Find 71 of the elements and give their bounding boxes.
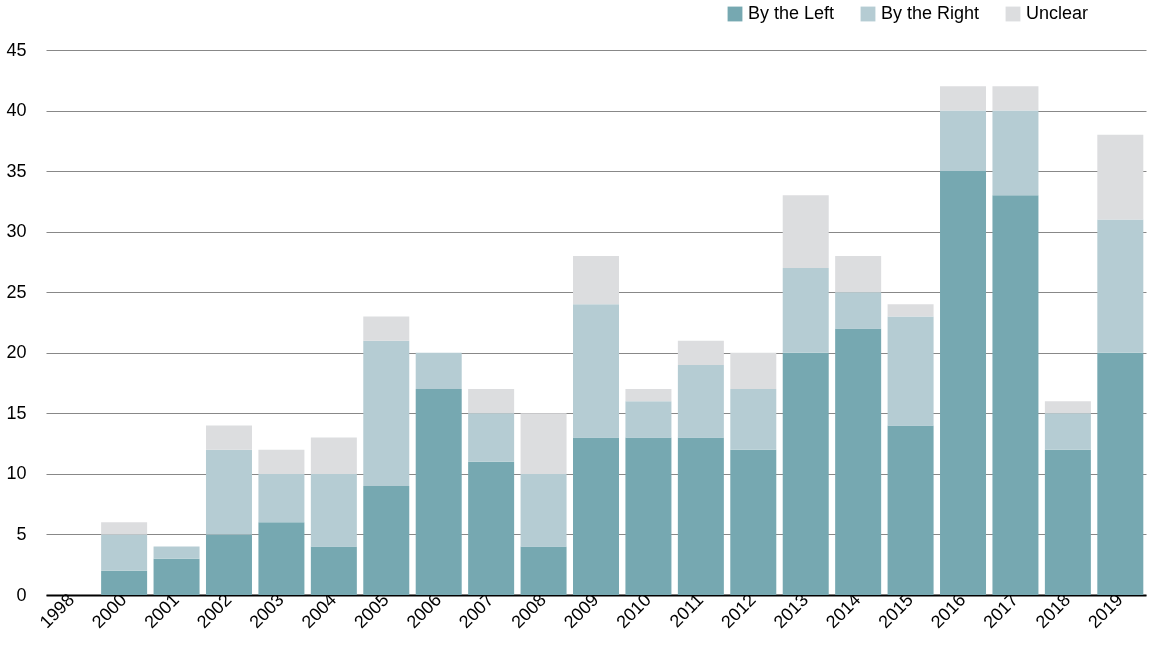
bar bbox=[1097, 134, 1144, 220]
bar bbox=[258, 449, 305, 474]
bar bbox=[677, 340, 724, 365]
bar bbox=[573, 255, 619, 305]
bar bbox=[153, 546, 200, 559]
y-tick-label: 40 bbox=[6, 100, 27, 121]
bar bbox=[520, 473, 567, 547]
bar bbox=[940, 171, 987, 595]
bar bbox=[887, 304, 934, 317]
bar bbox=[1097, 219, 1144, 353]
bar bbox=[101, 522, 148, 535]
bar bbox=[363, 316, 410, 341]
bar bbox=[415, 352, 462, 390]
bar bbox=[205, 449, 252, 535]
y-tick-label: 15 bbox=[6, 402, 27, 423]
bar bbox=[1044, 449, 1091, 595]
bar bbox=[520, 546, 567, 595]
legend-label: By the Left bbox=[748, 3, 835, 23]
bar bbox=[573, 304, 619, 438]
bar bbox=[992, 86, 1039, 111]
legend-label: By the Right bbox=[881, 3, 980, 23]
bar bbox=[940, 86, 987, 111]
bar bbox=[887, 425, 934, 595]
bar bbox=[835, 255, 882, 293]
bar bbox=[782, 268, 829, 353]
legend-label: Unclear bbox=[1026, 3, 1089, 23]
bar bbox=[363, 340, 410, 486]
bar bbox=[310, 437, 357, 474]
bar bbox=[310, 546, 357, 595]
bar bbox=[625, 437, 672, 595]
y-tick-label: 10 bbox=[6, 463, 27, 484]
bar bbox=[940, 110, 987, 172]
bar bbox=[310, 473, 357, 547]
y-tick-label: 20 bbox=[6, 342, 27, 363]
bar bbox=[258, 522, 305, 595]
bar bbox=[468, 389, 515, 414]
bar bbox=[258, 473, 305, 523]
bar bbox=[835, 292, 882, 329]
bar bbox=[835, 328, 882, 595]
y-tick-label: 30 bbox=[6, 221, 27, 242]
y-tick-label: 35 bbox=[6, 160, 27, 181]
bar bbox=[363, 486, 410, 595]
bar bbox=[887, 316, 934, 426]
bar bbox=[468, 461, 515, 595]
y-tick-label: 45 bbox=[6, 39, 27, 60]
bar bbox=[573, 437, 619, 595]
bar bbox=[782, 195, 829, 268]
bar bbox=[101, 570, 148, 595]
bar bbox=[468, 413, 515, 462]
bar bbox=[625, 389, 672, 402]
bar bbox=[415, 389, 462, 595]
bar bbox=[153, 558, 200, 595]
bar bbox=[205, 425, 252, 450]
y-tick-label: 25 bbox=[6, 281, 27, 302]
bar bbox=[730, 352, 777, 390]
bar bbox=[992, 110, 1039, 196]
bar bbox=[677, 364, 724, 438]
bar bbox=[992, 195, 1039, 595]
bar bbox=[205, 534, 252, 595]
bar bbox=[1097, 352, 1144, 595]
y-tick-label: 5 bbox=[16, 523, 27, 544]
bar bbox=[625, 401, 672, 438]
bar bbox=[1044, 401, 1091, 414]
bar bbox=[782, 352, 829, 595]
bar bbox=[101, 534, 148, 571]
bar bbox=[730, 389, 777, 450]
bar bbox=[520, 413, 567, 474]
bar bbox=[730, 449, 777, 595]
bar bbox=[677, 437, 724, 595]
bar bbox=[1044, 413, 1091, 450]
y-tick-label: 0 bbox=[16, 584, 27, 605]
